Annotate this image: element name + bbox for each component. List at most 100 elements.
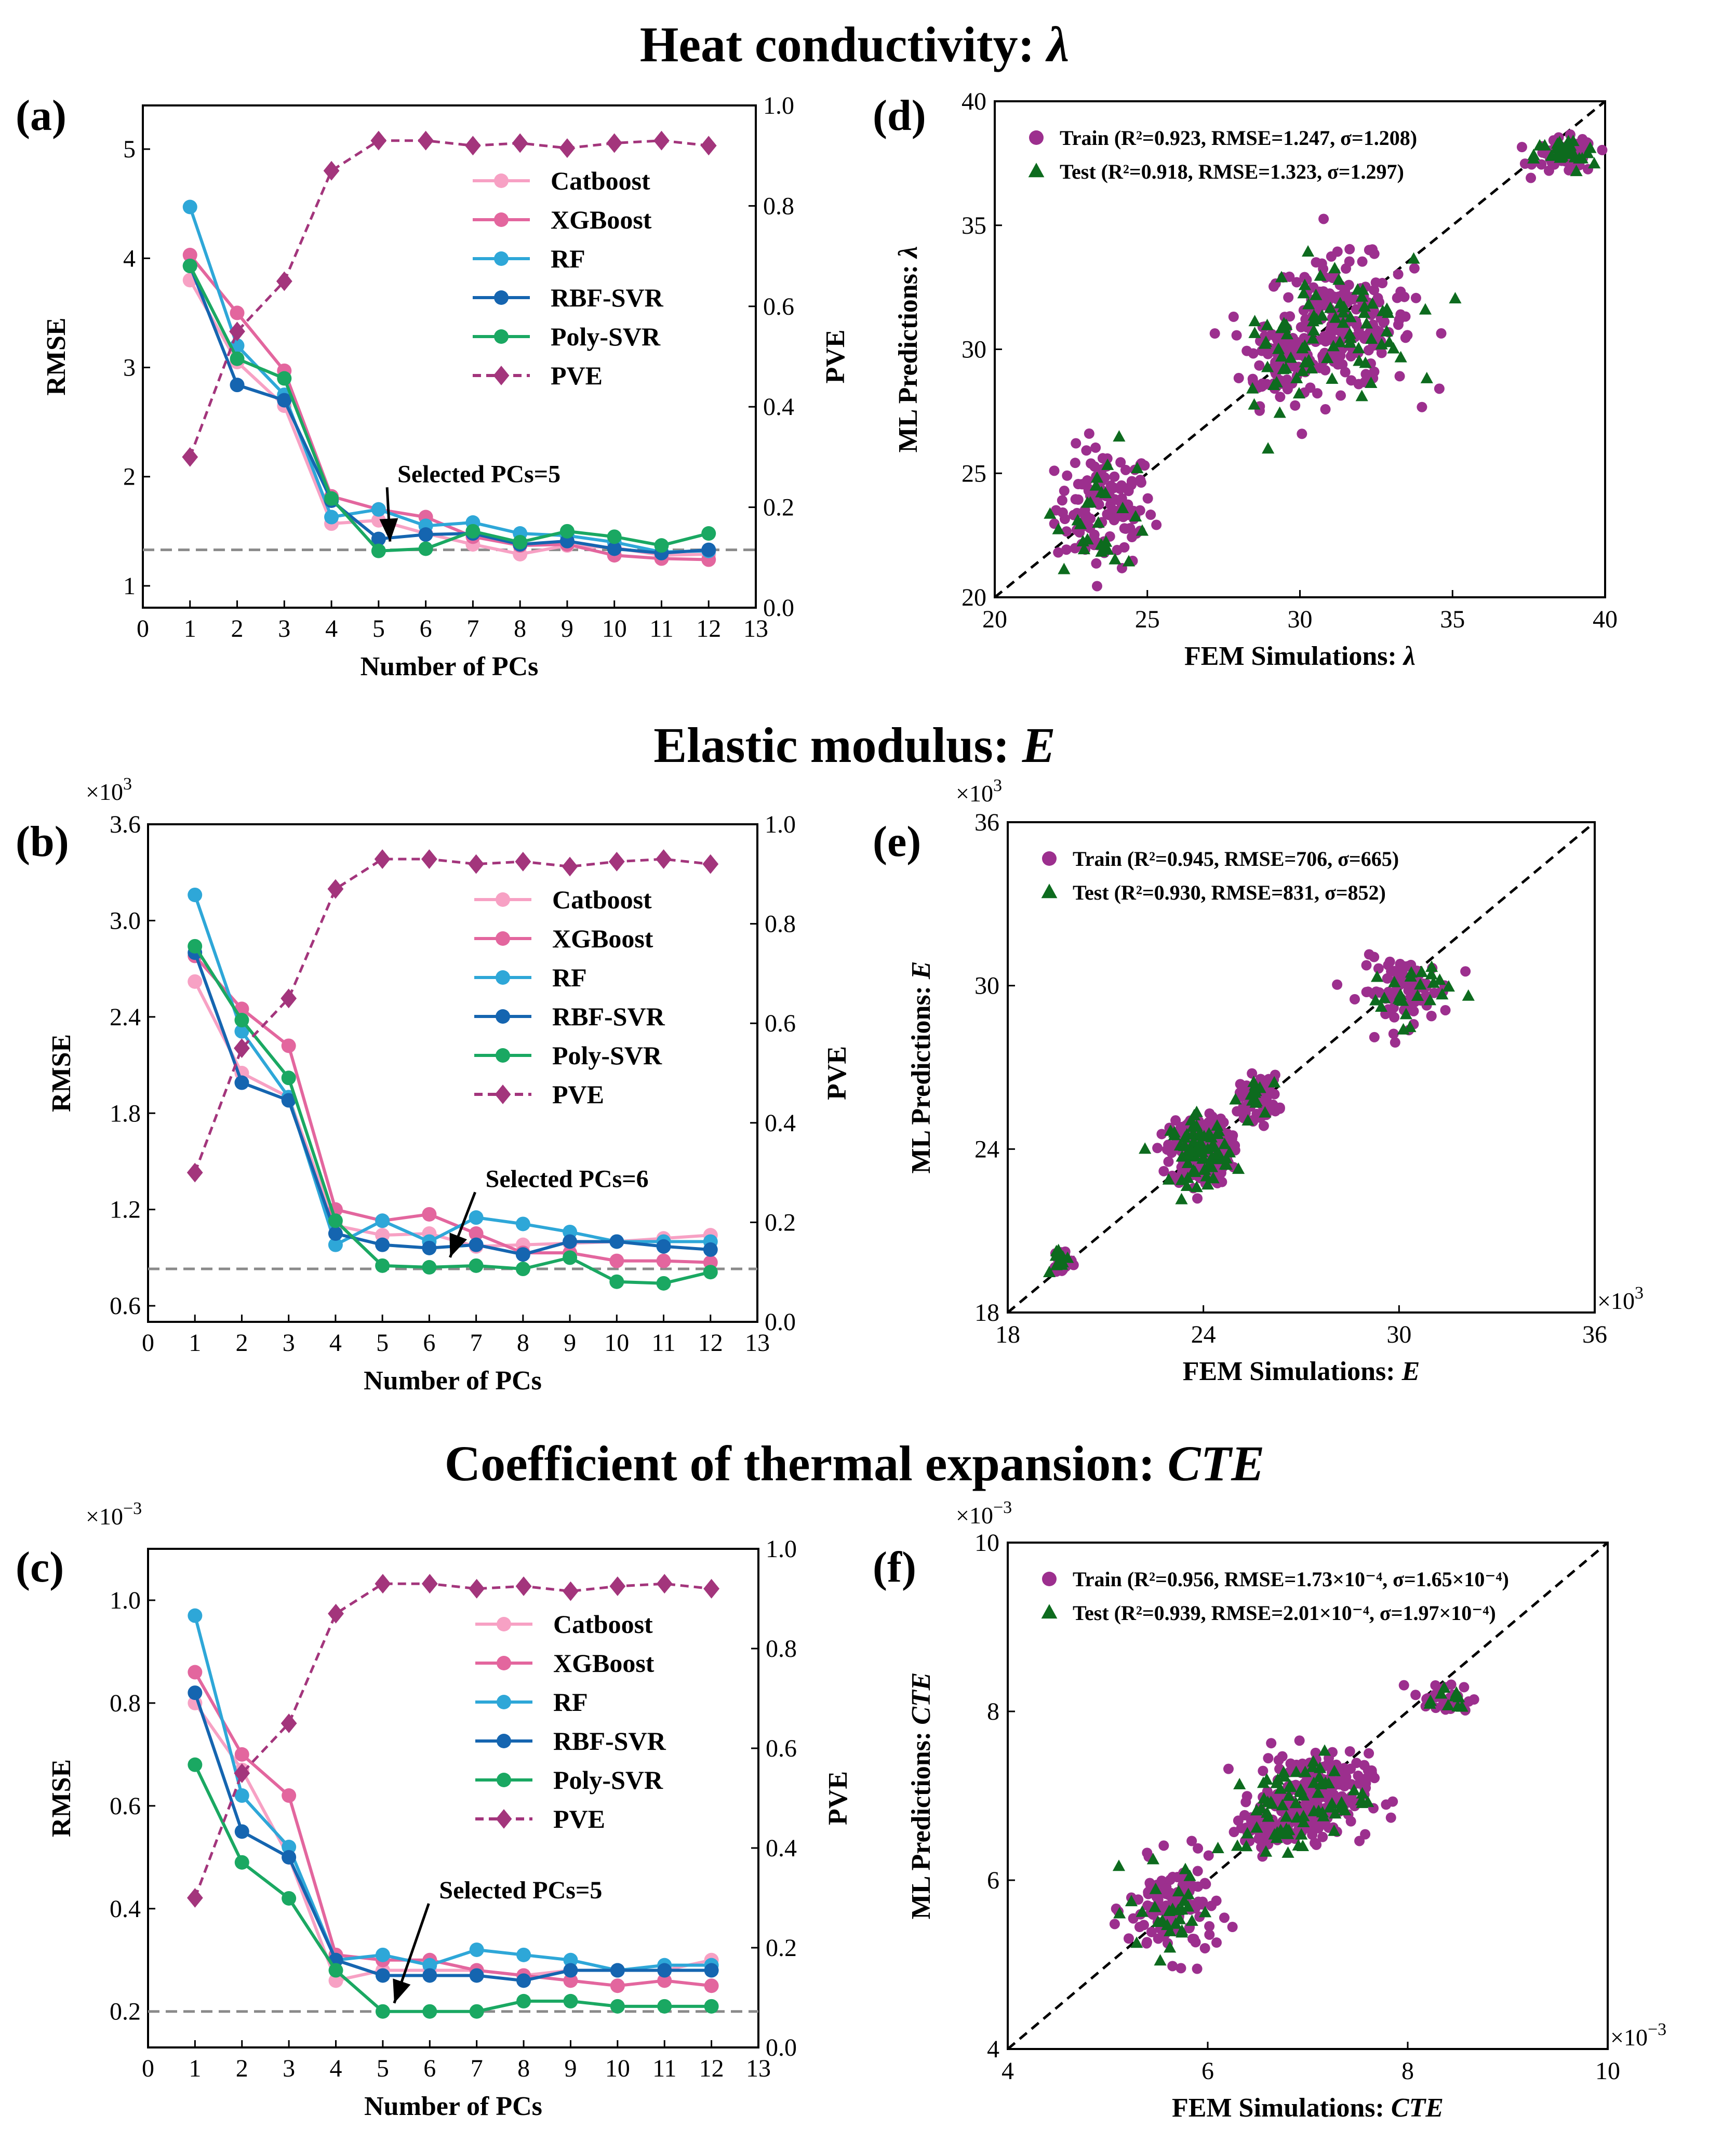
- point-xgboost: [656, 1253, 671, 1268]
- test-point: [1290, 371, 1303, 383]
- legend-marker: [496, 931, 510, 946]
- panel-label: (d): [873, 91, 926, 140]
- test-point: [1328, 1764, 1341, 1776]
- annotation-arrow-head: [393, 1978, 411, 2003]
- point-pve: [234, 1763, 250, 1783]
- train-point: [1232, 1106, 1243, 1117]
- point-pve: [234, 1038, 250, 1058]
- train-point: [1109, 1919, 1120, 1930]
- test-point: [1378, 992, 1391, 1003]
- train-point: [1345, 351, 1356, 361]
- point-xgboost: [657, 1973, 672, 1988]
- legend-label: Catboost: [553, 1610, 653, 1639]
- test-point: [1299, 1765, 1312, 1777]
- panel-c-rmse-pve-chart: (c)0 1 2 3 4 5 6 7 8 9 10 11 12 130.20.40.60.81.00.00…: [16, 1499, 853, 2121]
- train-point: [1152, 1143, 1163, 1154]
- test-point: [1306, 1760, 1319, 1772]
- test-point: [1247, 1075, 1260, 1087]
- point-rbf_svr: [375, 1237, 390, 1252]
- x-tick-label: 10: [1595, 2057, 1620, 2085]
- x-tick-label: 5: [376, 1329, 389, 1357]
- test-point: [1190, 1105, 1203, 1117]
- train-point: [1417, 401, 1427, 412]
- test-point: [1442, 980, 1455, 992]
- train-point: [1373, 963, 1384, 974]
- test-point: [1298, 339, 1311, 351]
- test-point: [1149, 1882, 1162, 1894]
- y-axis-title: ML Predictions: CTE: [906, 1672, 936, 1920]
- y-tick-label: 0.8: [110, 1690, 141, 1717]
- panel-label: (b): [16, 818, 69, 866]
- series-line-rbf_svr: [193, 1692, 712, 1983]
- train-point: [1398, 964, 1409, 975]
- y2-tick-label: 0.4: [763, 393, 794, 421]
- test-point: [1268, 1076, 1281, 1088]
- point-rbf_svr: [422, 1968, 437, 1983]
- train-point: [1291, 277, 1302, 288]
- point-rbf_svr: [563, 1963, 578, 1978]
- x-tick-label: 13: [743, 615, 768, 642]
- train-point: [1275, 392, 1286, 403]
- series-line-catboost: [189, 279, 709, 557]
- train-point: [1211, 1937, 1222, 1948]
- annotation-arrow-head: [379, 518, 398, 542]
- y2-tick-label: 0.6: [766, 1735, 797, 1762]
- point-rbf_svr: [516, 1973, 531, 1988]
- y-multiplier: ×10−3: [86, 1499, 142, 1530]
- annotation-text: Selected PCs=6: [486, 1165, 649, 1193]
- train-point: [1274, 1103, 1285, 1114]
- x-tick-label: 36: [1582, 1321, 1607, 1348]
- test-point: [1404, 1021, 1417, 1033]
- legend-label: Test (R²=0.930, RMSE=831, σ=852): [1073, 881, 1386, 904]
- test-point: [1207, 1172, 1220, 1184]
- legend-label: Test (R²=0.939, RMSE=2.01×10⁻⁴, σ=1.97×1…: [1073, 1601, 1496, 1625]
- y-tick-label: 24: [974, 1135, 999, 1163]
- test-point: [1334, 1801, 1347, 1813]
- train-point: [1204, 1921, 1215, 1932]
- train-point: [1385, 1812, 1396, 1823]
- train-point: [1071, 438, 1082, 449]
- train-point: [1340, 367, 1351, 378]
- test-point: [1433, 973, 1446, 985]
- legend-label: Catboost: [552, 885, 652, 914]
- train-point: [1144, 1878, 1155, 1889]
- point-poly_svr: [282, 1891, 297, 1906]
- test-point: [1160, 1918, 1174, 1930]
- train-point: [1258, 1765, 1269, 1776]
- test-point: [1254, 1802, 1268, 1814]
- point-rf: [234, 1024, 249, 1039]
- test-point: [1259, 1845, 1273, 1857]
- point-rf: [188, 887, 203, 902]
- point-poly_svr: [371, 543, 386, 558]
- train-point: [1227, 1130, 1238, 1141]
- legend-marker: [497, 1617, 511, 1631]
- y-tick-label: 18: [974, 1299, 999, 1327]
- train-point: [1308, 1822, 1319, 1832]
- legend-marker: [497, 1734, 511, 1748]
- point-pve: [608, 851, 625, 872]
- train-point: [1227, 1922, 1238, 1933]
- test-point: [1185, 1114, 1198, 1126]
- point-catboost: [188, 974, 203, 989]
- legend-marker: [493, 366, 510, 385]
- test-point: [1358, 300, 1371, 312]
- point-rbf_svr: [422, 1240, 437, 1255]
- y-tick-label: 3: [123, 354, 136, 382]
- x-tick-label: 5: [377, 2055, 389, 2082]
- train-point: [1388, 1028, 1399, 1039]
- legend-label: RF: [552, 963, 587, 992]
- train-point: [1361, 960, 1372, 971]
- test-point: [1248, 326, 1261, 338]
- train-point: [1057, 507, 1068, 518]
- train-point: [1192, 1193, 1203, 1204]
- point-poly_svr: [703, 1265, 718, 1280]
- test-point: [1399, 1008, 1412, 1020]
- train-point: [1299, 272, 1310, 283]
- point-xgboost: [704, 1978, 719, 1993]
- legend-label: Poly-SVR: [552, 1041, 662, 1070]
- y-tick-label: 1.0: [110, 1587, 141, 1614]
- train-point: [1357, 256, 1368, 267]
- x-tick-label: 12: [698, 1329, 723, 1357]
- y-tick-label: 30: [974, 972, 999, 1000]
